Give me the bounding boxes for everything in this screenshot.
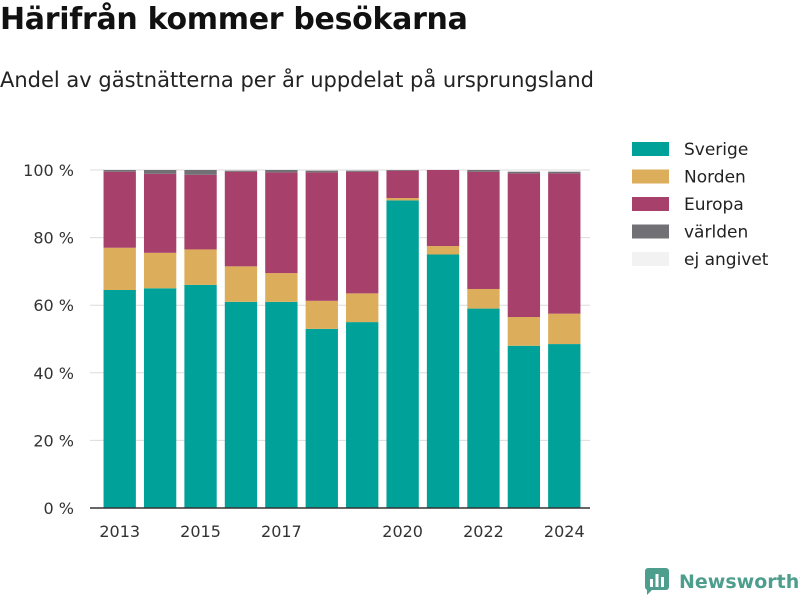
bar-segment xyxy=(507,317,541,346)
legend-swatch xyxy=(632,169,669,184)
bar-segment xyxy=(265,301,298,508)
bar-segment xyxy=(467,171,500,289)
bar-segment xyxy=(467,308,500,508)
bar-segment xyxy=(305,328,338,508)
bar-segment xyxy=(548,313,581,345)
bar-segment xyxy=(103,247,136,290)
legend-label: Europa xyxy=(684,195,744,215)
bar-segment xyxy=(103,170,136,172)
bar-segment xyxy=(548,171,581,174)
bar-segment xyxy=(143,288,177,508)
bar-segment xyxy=(224,170,258,172)
bar-segment xyxy=(386,170,419,199)
bar-segment xyxy=(184,170,217,175)
legend-swatch xyxy=(632,224,669,239)
bar-segment xyxy=(184,174,217,250)
x-tick-label: 2022 xyxy=(463,522,504,541)
bar-segment xyxy=(184,284,217,508)
y-tick-label: 0 % xyxy=(44,499,74,518)
bar-segment xyxy=(305,170,338,173)
legend-swatch xyxy=(632,252,669,266)
legend-label: ej angivet xyxy=(684,250,769,270)
x-tick-label: 2017 xyxy=(261,522,302,541)
bar-segment xyxy=(386,198,419,201)
legend-swatch xyxy=(632,142,669,156)
bar-segment xyxy=(143,170,177,174)
bars xyxy=(103,170,581,509)
bar-segment xyxy=(305,300,338,329)
y-tick-label: 40 % xyxy=(33,364,74,383)
bar-segment xyxy=(265,170,298,173)
bar-segment xyxy=(346,322,379,508)
bar-segment xyxy=(265,273,298,302)
legend-label: Sverige xyxy=(684,140,748,160)
x-tick-label: 2015 xyxy=(180,522,221,541)
bar-segment xyxy=(305,172,338,301)
legend: Sverige Norden Europa världen ej angivet xyxy=(632,140,769,270)
bar-segment xyxy=(426,254,460,508)
x-tick-label: 2020 xyxy=(382,522,423,541)
bar-segment xyxy=(265,172,298,274)
chart-title: Härifrån kommer besökarna xyxy=(0,2,468,37)
bar-segment xyxy=(426,246,460,255)
bar-segment xyxy=(103,171,136,248)
newsworthy-logo-icon xyxy=(645,568,669,595)
bar-segment xyxy=(143,252,177,289)
y-tick-label: 20 % xyxy=(33,431,74,450)
y-tick-label: 80 % xyxy=(33,229,74,248)
bar-segment xyxy=(224,301,258,508)
bar-segment xyxy=(426,170,460,247)
bar-segment xyxy=(548,173,581,314)
bar-segment xyxy=(346,293,379,323)
x-tick-label: 2024 xyxy=(544,522,585,541)
bar-segment xyxy=(548,344,581,508)
bar-segment xyxy=(346,170,379,172)
legend-label: Norden xyxy=(684,168,746,188)
bar-segment xyxy=(224,171,258,267)
bar-segment xyxy=(103,289,136,508)
brand-name: Newsworthy xyxy=(679,571,800,593)
bar-segment xyxy=(184,249,217,285)
bar-segment xyxy=(467,170,500,172)
bar-segment xyxy=(143,173,177,253)
bar-segment xyxy=(386,200,419,509)
x-tick-label: 2013 xyxy=(99,522,140,541)
y-tick-label: 100 % xyxy=(23,161,74,180)
legend-swatch xyxy=(632,197,669,211)
bar-segment xyxy=(386,170,419,171)
y-tick-label: 60 % xyxy=(33,296,74,315)
bar-segment xyxy=(467,288,500,309)
bar-segment xyxy=(346,171,379,294)
chart-subtitle: Andel av gästnätterna per år uppdelat på… xyxy=(0,68,594,92)
bar-segment xyxy=(507,345,541,508)
bar-segment xyxy=(507,173,541,318)
axes: 0 % 20 % 40 % 60 % 80 % 100 % 2013 2015 2017 2020… xyxy=(23,161,590,541)
legend-label: världen xyxy=(684,223,748,243)
bar-segment xyxy=(507,171,541,174)
newsworthy-logo: Newsworthy xyxy=(645,568,800,596)
bar-segment xyxy=(224,266,258,302)
